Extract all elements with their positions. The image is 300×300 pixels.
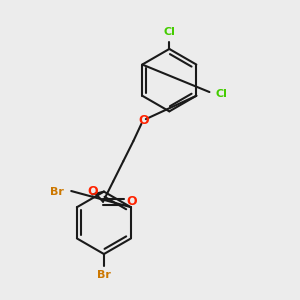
Text: Cl: Cl bbox=[164, 27, 175, 37]
Text: Br: Br bbox=[50, 187, 64, 196]
Text: O: O bbox=[138, 114, 149, 128]
Text: Br: Br bbox=[97, 270, 111, 280]
Text: O: O bbox=[126, 195, 137, 208]
Text: O: O bbox=[88, 184, 98, 197]
Text: Cl: Cl bbox=[215, 88, 227, 98]
